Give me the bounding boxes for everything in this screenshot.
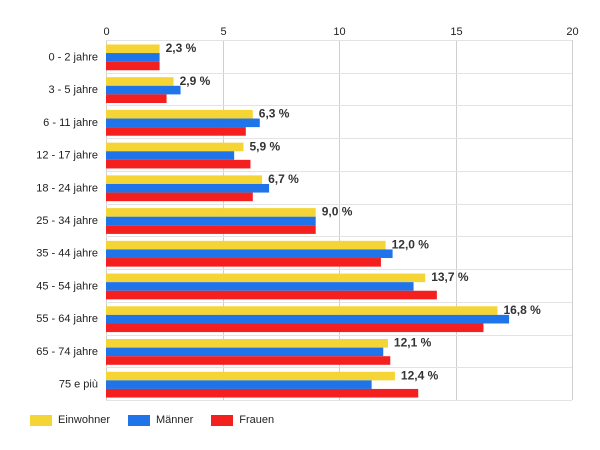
bar-frauen (106, 323, 484, 333)
legend-swatch (30, 414, 52, 426)
data-label: 16,8 % (503, 303, 541, 317)
category-label: 18 - 24 jahre (36, 182, 98, 194)
category-label: 35 - 44 jahre (36, 248, 98, 260)
legend-label: Einwohner (58, 414, 110, 426)
bar-m-nner (106, 347, 384, 357)
data-label: 2,3 % (166, 41, 197, 55)
category-labels: 0 - 2 jahre 3 - 5 jahre 6 - 11 jahre 12 - 1… (36, 51, 98, 390)
grid (106, 40, 573, 401)
data-label: 5,9 % (249, 139, 280, 153)
x-axis-ticks: 0 5 10 15 20 (103, 26, 578, 38)
bar-m-nner (106, 282, 414, 291)
bar-m-nner (106, 53, 160, 62)
bar-m-nner (106, 85, 181, 95)
bar-einwohner (106, 371, 395, 381)
category-label: 6 - 11 jahre (43, 117, 98, 129)
bar-m-nner (106, 118, 260, 128)
bar-m-nner (106, 249, 393, 259)
bar-frauen (106, 61, 160, 71)
bar-einwohner (106, 44, 160, 54)
bar-frauen (106, 127, 246, 136)
data-label: 6,7 % (268, 172, 299, 186)
bar-frauen (106, 94, 167, 103)
x-tick-label: 5 (220, 26, 226, 38)
bar-einwohner (106, 142, 244, 152)
bar-m-nner (106, 151, 235, 160)
bar-m-nner (106, 216, 316, 226)
legend-item-frauen: Frauen (211, 414, 274, 426)
category-label: 75 e più (59, 379, 98, 391)
legend-item-maenner: Männer (127, 414, 194, 426)
bar-einwohner (106, 273, 426, 283)
bar-frauen (106, 159, 251, 169)
bar-m-nner (106, 183, 270, 193)
bar-frauen (106, 356, 391, 365)
bar-m-nner (106, 380, 372, 389)
data-label: 12,0 % (392, 237, 430, 251)
category-label: 55 - 64 jahre (36, 313, 98, 325)
x-tick-label: 15 (450, 26, 462, 38)
bar-m-nner (106, 314, 510, 324)
data-label: 6,3 % (259, 107, 290, 121)
legend: Einwohner Männer Frauen (30, 414, 292, 426)
category-label: 12 - 17 jahre (36, 150, 98, 162)
data-labels: 2,3 % 2,9 % 6,3 % 5,9 % 6,7 % 9,0 % 12,0 % 13,7… (166, 41, 542, 382)
legend-swatch (211, 414, 234, 426)
data-label: 13,7 % (431, 270, 469, 284)
bar-frauen (106, 290, 437, 300)
bar-einwohner (106, 109, 253, 119)
bar-frauen (106, 258, 381, 267)
bar-einwohner (106, 339, 388, 348)
bar-einwohner (106, 306, 498, 315)
data-label: 12,1 % (394, 336, 432, 350)
x-tick-label: 10 (333, 26, 345, 38)
bar-einwohner (106, 175, 263, 184)
legend-label: Männer (155, 414, 194, 426)
x-tick-label: 0 (103, 26, 109, 38)
bar-einwohner (106, 240, 386, 250)
data-label: 2,9 % (180, 74, 211, 88)
bar-frauen (106, 388, 419, 398)
bar-frauen (106, 192, 253, 202)
legend-swatch (127, 414, 150, 426)
category-label: 3 - 5 jahre (48, 84, 98, 96)
legend-label: Frauen (239, 414, 275, 426)
category-label: 65 - 74 jahre (36, 346, 98, 358)
data-label: 9,0 % (322, 205, 353, 219)
x-tick-label: 20 (566, 26, 578, 38)
category-label: 25 - 34 jahre (36, 215, 98, 227)
category-label: 45 - 54 jahre (36, 280, 98, 292)
category-label: 0 - 2 jahre (48, 51, 98, 63)
data-label: 12,4 % (401, 368, 439, 382)
bar-frauen (106, 225, 316, 234)
legend-item-einwohner: Einwohner (30, 414, 110, 426)
bars (106, 44, 510, 398)
bar-einwohner (106, 77, 174, 86)
bar-einwohner (106, 208, 316, 217)
